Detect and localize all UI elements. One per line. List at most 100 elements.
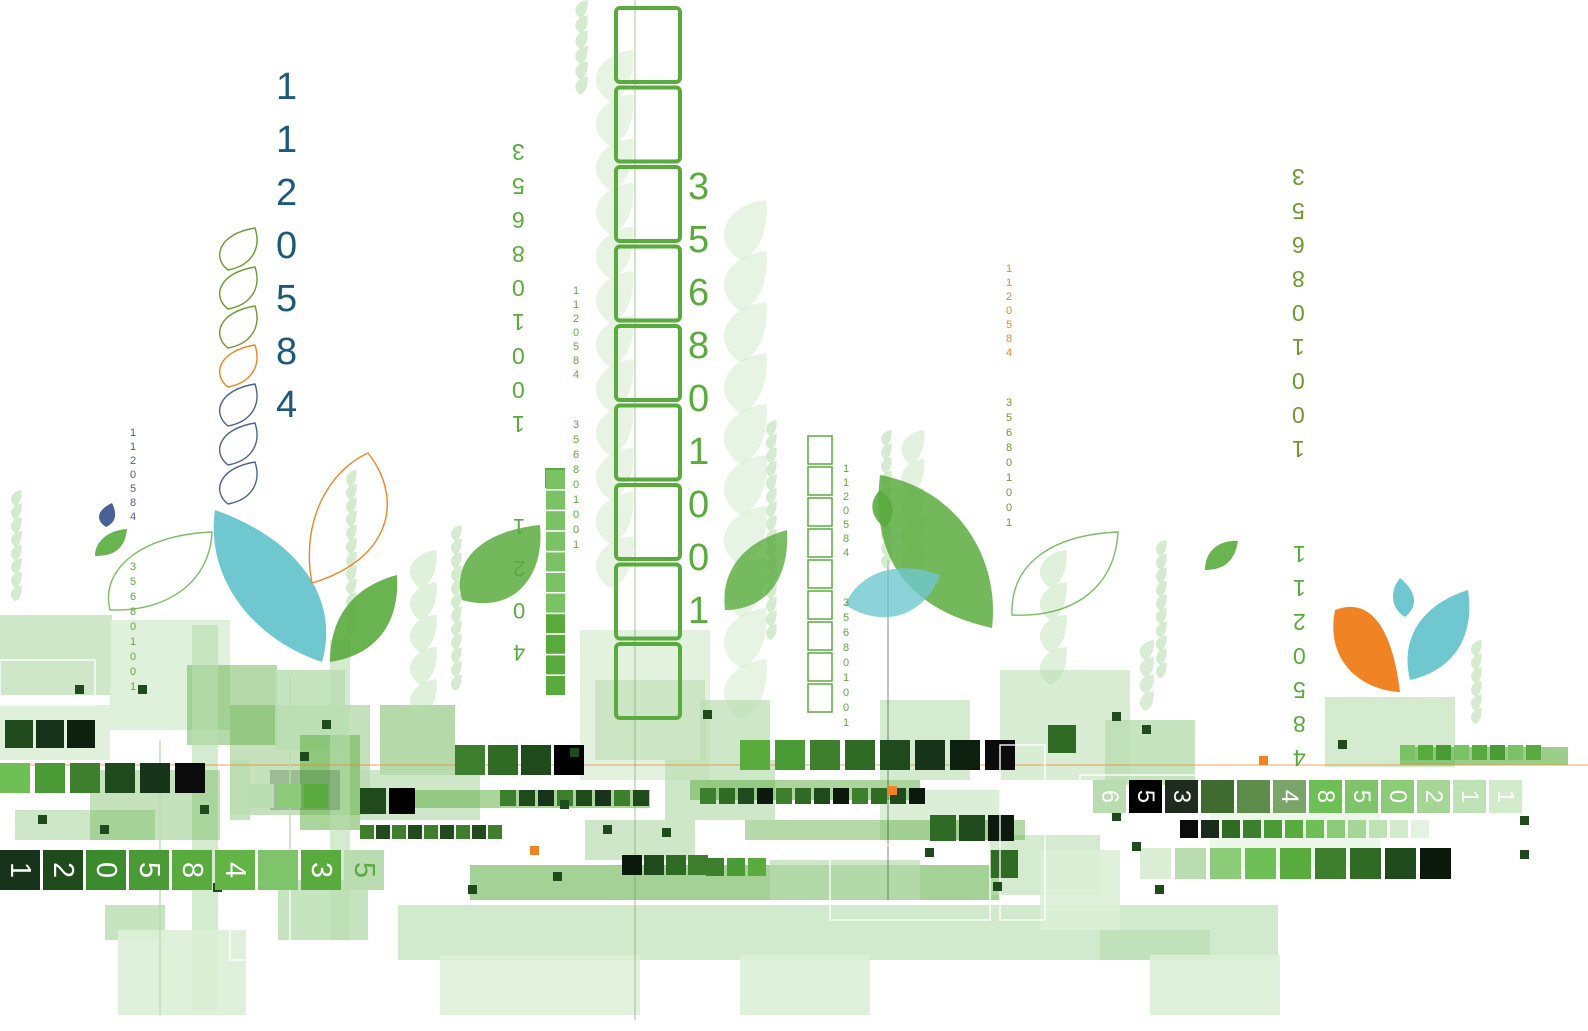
faded-leaf <box>723 302 767 362</box>
outline-leaf <box>219 383 258 427</box>
faded-leaf <box>1155 608 1167 624</box>
dot <box>553 872 562 881</box>
faded-leaf <box>450 538 462 555</box>
bg-block <box>585 820 695 860</box>
faded-leaf <box>765 515 777 532</box>
digit-cell <box>1201 780 1234 813</box>
faded-leaf <box>765 610 777 627</box>
small-green-leaf <box>1205 540 1238 570</box>
outline-leaf <box>219 344 258 388</box>
small-box <box>807 590 833 620</box>
small-box <box>807 435 833 465</box>
digit: 0 <box>1006 305 1013 317</box>
dot <box>1520 816 1529 825</box>
dot <box>925 848 934 857</box>
square <box>304 784 328 808</box>
faded-leaf <box>723 353 767 413</box>
green-outline-leaf <box>107 531 213 611</box>
bg-block <box>278 880 368 940</box>
faded-leaf <box>1139 691 1154 711</box>
digit: 1 <box>843 477 850 489</box>
faded-leaf <box>1139 674 1154 694</box>
digit: 4 <box>1293 745 1306 771</box>
square <box>1411 820 1429 838</box>
digit: 2 <box>1293 609 1306 635</box>
digit-cell: 8 <box>172 850 212 890</box>
dark-square <box>700 788 716 804</box>
dark-square <box>776 788 792 804</box>
digit: 8 <box>276 331 298 373</box>
dark-square <box>424 825 438 839</box>
dark-square <box>719 788 735 804</box>
dot <box>322 720 331 729</box>
digit-column-tiny-olive: 3 5 6 8 0 1 0 0 1 <box>1006 398 1012 529</box>
dark-square <box>408 825 422 839</box>
dark-square <box>576 790 592 806</box>
digit: 1 <box>843 463 850 475</box>
faded-leaf <box>10 585 22 602</box>
digit: 2 <box>513 556 526 581</box>
faded-leaf <box>1155 648 1167 665</box>
dot <box>993 882 1002 891</box>
dot <box>100 825 109 834</box>
faded-leaf <box>450 633 462 650</box>
digit: 5 <box>130 483 137 495</box>
tall-box <box>614 244 682 323</box>
digit: 5 <box>1006 412 1013 424</box>
digit: 6 <box>688 272 710 314</box>
dark-square <box>688 855 708 875</box>
faded-leaf <box>1155 553 1167 570</box>
square <box>1140 848 1171 879</box>
digit: 0 <box>1006 502 1013 514</box>
bg-block <box>440 955 640 1015</box>
outline-leaf <box>219 227 258 271</box>
tall-box <box>614 85 682 164</box>
digit: 1 <box>1292 334 1305 360</box>
faded-leaf <box>1155 635 1167 652</box>
digit: 8 <box>512 241 525 267</box>
square <box>546 552 565 572</box>
digit-cell: 1 <box>1453 780 1486 813</box>
square <box>1180 820 1198 838</box>
square <box>1327 820 1345 838</box>
green-leaf <box>878 475 994 628</box>
small-box <box>807 466 833 496</box>
faded-leaf <box>10 503 22 520</box>
square <box>277 784 301 808</box>
faded-leaf <box>10 490 22 506</box>
dark-square <box>988 815 1014 841</box>
digit: 1 <box>130 681 137 693</box>
dot <box>1338 740 1347 749</box>
digit-cell <box>258 850 298 890</box>
square <box>1436 745 1451 760</box>
faded-leaf <box>1155 594 1167 611</box>
faded-leaf <box>765 501 777 518</box>
cyan-leaf <box>845 568 940 618</box>
digit: 0 <box>130 666 137 678</box>
faded-leaf <box>450 552 462 569</box>
dot <box>468 885 477 894</box>
small-box <box>807 559 833 589</box>
leaf-shapes <box>95 227 1470 692</box>
tall-box <box>614 403 682 482</box>
digit: 8 <box>843 533 850 545</box>
digit: 1 <box>276 119 298 161</box>
bg-block <box>230 760 250 820</box>
faded-leaf <box>765 447 777 464</box>
small-box <box>807 683 833 713</box>
digit: 4 <box>1006 347 1013 359</box>
bg-block <box>1150 955 1280 1015</box>
dark-square <box>554 745 584 775</box>
green-leaf <box>459 525 541 604</box>
square <box>546 470 565 489</box>
faded-leaf <box>345 497 357 514</box>
white-frame <box>829 844 991 921</box>
faded-leaf <box>345 538 357 554</box>
digit: 1 <box>130 427 137 439</box>
faded-leaf <box>575 0 588 18</box>
outline-leaf <box>219 266 258 310</box>
dot <box>1112 712 1121 721</box>
dark-square <box>950 740 980 770</box>
dark-square <box>140 763 170 793</box>
